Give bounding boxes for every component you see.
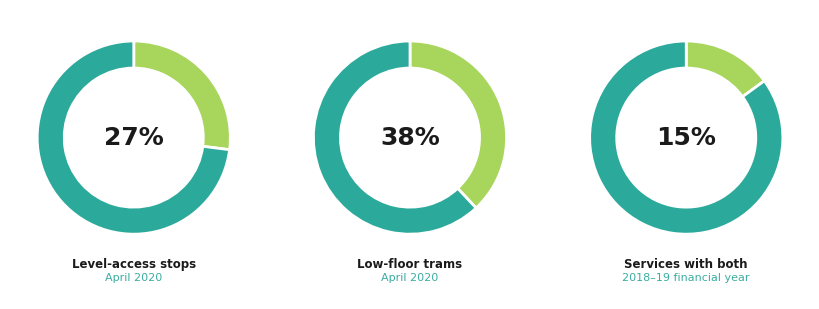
Text: Low-floor trams: Low-floor trams: [357, 258, 462, 271]
Wedge shape: [410, 41, 506, 208]
Wedge shape: [133, 41, 230, 150]
Text: Services with both: Services with both: [624, 258, 747, 271]
Wedge shape: [37, 41, 229, 234]
Text: 2018–19 financial year: 2018–19 financial year: [622, 273, 749, 283]
Text: April 2020: April 2020: [105, 273, 162, 283]
Text: 27%: 27%: [104, 125, 164, 150]
Wedge shape: [589, 41, 782, 234]
Wedge shape: [686, 41, 763, 97]
Text: April 2020: April 2020: [381, 273, 438, 283]
Text: 38%: 38%: [380, 125, 439, 150]
Text: 15%: 15%: [655, 125, 715, 150]
Wedge shape: [313, 41, 476, 234]
Text: Level-access stops: Level-access stops: [71, 258, 196, 271]
